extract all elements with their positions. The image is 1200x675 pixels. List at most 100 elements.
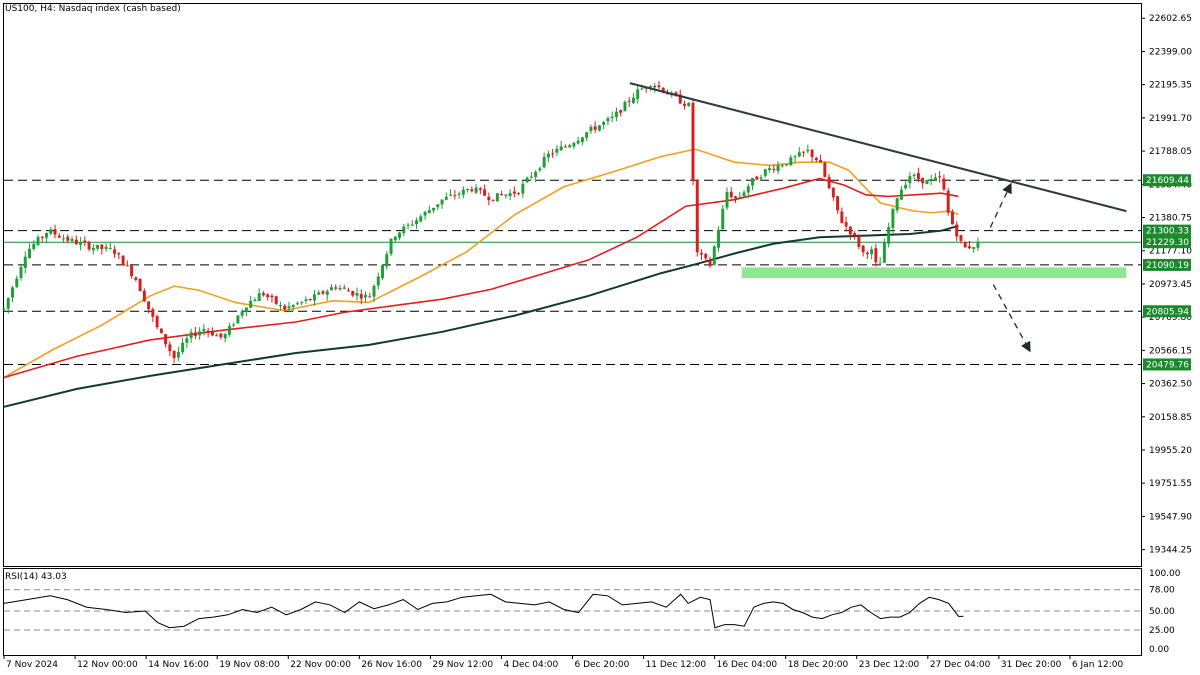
candle-body — [198, 331, 202, 336]
candle-body — [53, 229, 57, 235]
y-tick-label: 19955.20 — [1149, 446, 1192, 456]
candle-body — [104, 246, 108, 250]
candle-body — [444, 196, 448, 200]
candle-body — [364, 294, 367, 298]
candle-body — [942, 178, 946, 190]
y-tick-label: 21788.05 — [1149, 147, 1192, 157]
candle-body — [40, 236, 44, 238]
candle-body — [223, 334, 227, 339]
candle-body — [389, 238, 393, 255]
candle-body — [827, 176, 831, 189]
candle-body — [227, 326, 231, 335]
candle-body — [772, 168, 776, 171]
candle-body — [359, 294, 363, 299]
candle-body — [461, 189, 465, 195]
candle-body — [355, 292, 359, 296]
level-tag — [1143, 224, 1191, 237]
candle-body — [687, 102, 691, 107]
candle-body — [551, 153, 555, 155]
level-tag-label: 21090.19 — [1146, 261, 1189, 271]
candle-body — [28, 248, 32, 258]
candle-body — [619, 110, 623, 113]
candle-body — [878, 262, 882, 264]
candle-body — [172, 350, 176, 359]
candle-body — [185, 338, 189, 343]
candle-body — [495, 193, 499, 202]
candle-body — [631, 97, 635, 104]
candle-body — [844, 222, 848, 227]
y-tick-label: 20566.15 — [1149, 346, 1192, 356]
candle-body — [916, 173, 920, 180]
candle-body — [912, 174, 916, 177]
candle-body — [938, 176, 942, 178]
candle-body — [151, 309, 155, 317]
candle-body — [330, 287, 333, 291]
candle-body — [751, 178, 755, 186]
x-tick-label: 12 Nov 00:00 — [77, 660, 138, 670]
candle-body — [436, 204, 440, 208]
candle-body — [538, 168, 542, 171]
candle-body — [636, 89, 640, 99]
candle-body — [504, 194, 508, 196]
candle-body — [402, 226, 406, 234]
candle-body — [278, 305, 282, 307]
candle-body — [466, 188, 470, 191]
candle-body — [810, 149, 814, 157]
candle-body — [96, 244, 100, 249]
candle-body — [725, 191, 729, 208]
rsi-label: RSI(14) 43.03 — [5, 572, 67, 582]
candle-body — [691, 102, 695, 181]
level-tag — [1143, 358, 1191, 371]
candle-body — [793, 156, 797, 158]
candle-body — [529, 176, 533, 178]
ma-line-ma-mid — [3, 177, 959, 379]
x-tick-label: 6 Jan 12:00 — [1072, 660, 1124, 670]
candle-body — [542, 156, 546, 168]
candle-body — [291, 304, 295, 308]
price-panel-frame — [3, 3, 1142, 567]
candle-body — [287, 306, 291, 309]
candle-body — [683, 103, 686, 106]
candle-body — [410, 224, 414, 226]
candle-body — [721, 208, 725, 230]
candle-body — [729, 191, 733, 198]
candle-body — [576, 140, 580, 144]
y-tick-label: 20769.80 — [1149, 313, 1192, 323]
candle-body — [321, 291, 325, 294]
candle-body — [202, 329, 206, 332]
candle-body — [117, 253, 121, 255]
candle-body — [181, 342, 185, 353]
candle-body — [831, 187, 835, 198]
candle-body — [823, 162, 827, 177]
candle-body — [372, 285, 376, 297]
candle-body — [398, 232, 402, 238]
x-tick-label: 6 Dec 20:00 — [575, 660, 630, 670]
candle-body — [512, 191, 516, 194]
candle-body — [814, 157, 818, 161]
candle-body — [780, 165, 784, 167]
candle-body — [861, 245, 865, 253]
candle-body — [219, 333, 223, 338]
y-tick-label: 21177.10 — [1149, 247, 1192, 257]
candle-body — [895, 198, 899, 211]
candle-body — [138, 278, 142, 292]
candle-body — [785, 164, 789, 166]
candle-body — [300, 302, 304, 304]
candle-body — [368, 296, 372, 298]
candle-body — [929, 179, 933, 182]
candle-body — [312, 294, 316, 301]
x-tick-label: 27 Dec 04:00 — [930, 660, 991, 670]
candle-body — [755, 176, 759, 180]
candle-body — [955, 224, 959, 237]
candle-body — [610, 116, 614, 119]
candle-body — [742, 192, 746, 197]
candle-body — [2, 308, 6, 310]
candle-body — [232, 324, 236, 326]
candle-body — [746, 186, 750, 193]
candle-body — [57, 235, 61, 238]
projection-arrow-down — [992, 284, 1031, 353]
candle-body — [74, 239, 78, 245]
candle-body — [606, 118, 610, 122]
rsi-tick-label: 100.00 — [1149, 569, 1181, 579]
candle-body — [887, 227, 891, 244]
